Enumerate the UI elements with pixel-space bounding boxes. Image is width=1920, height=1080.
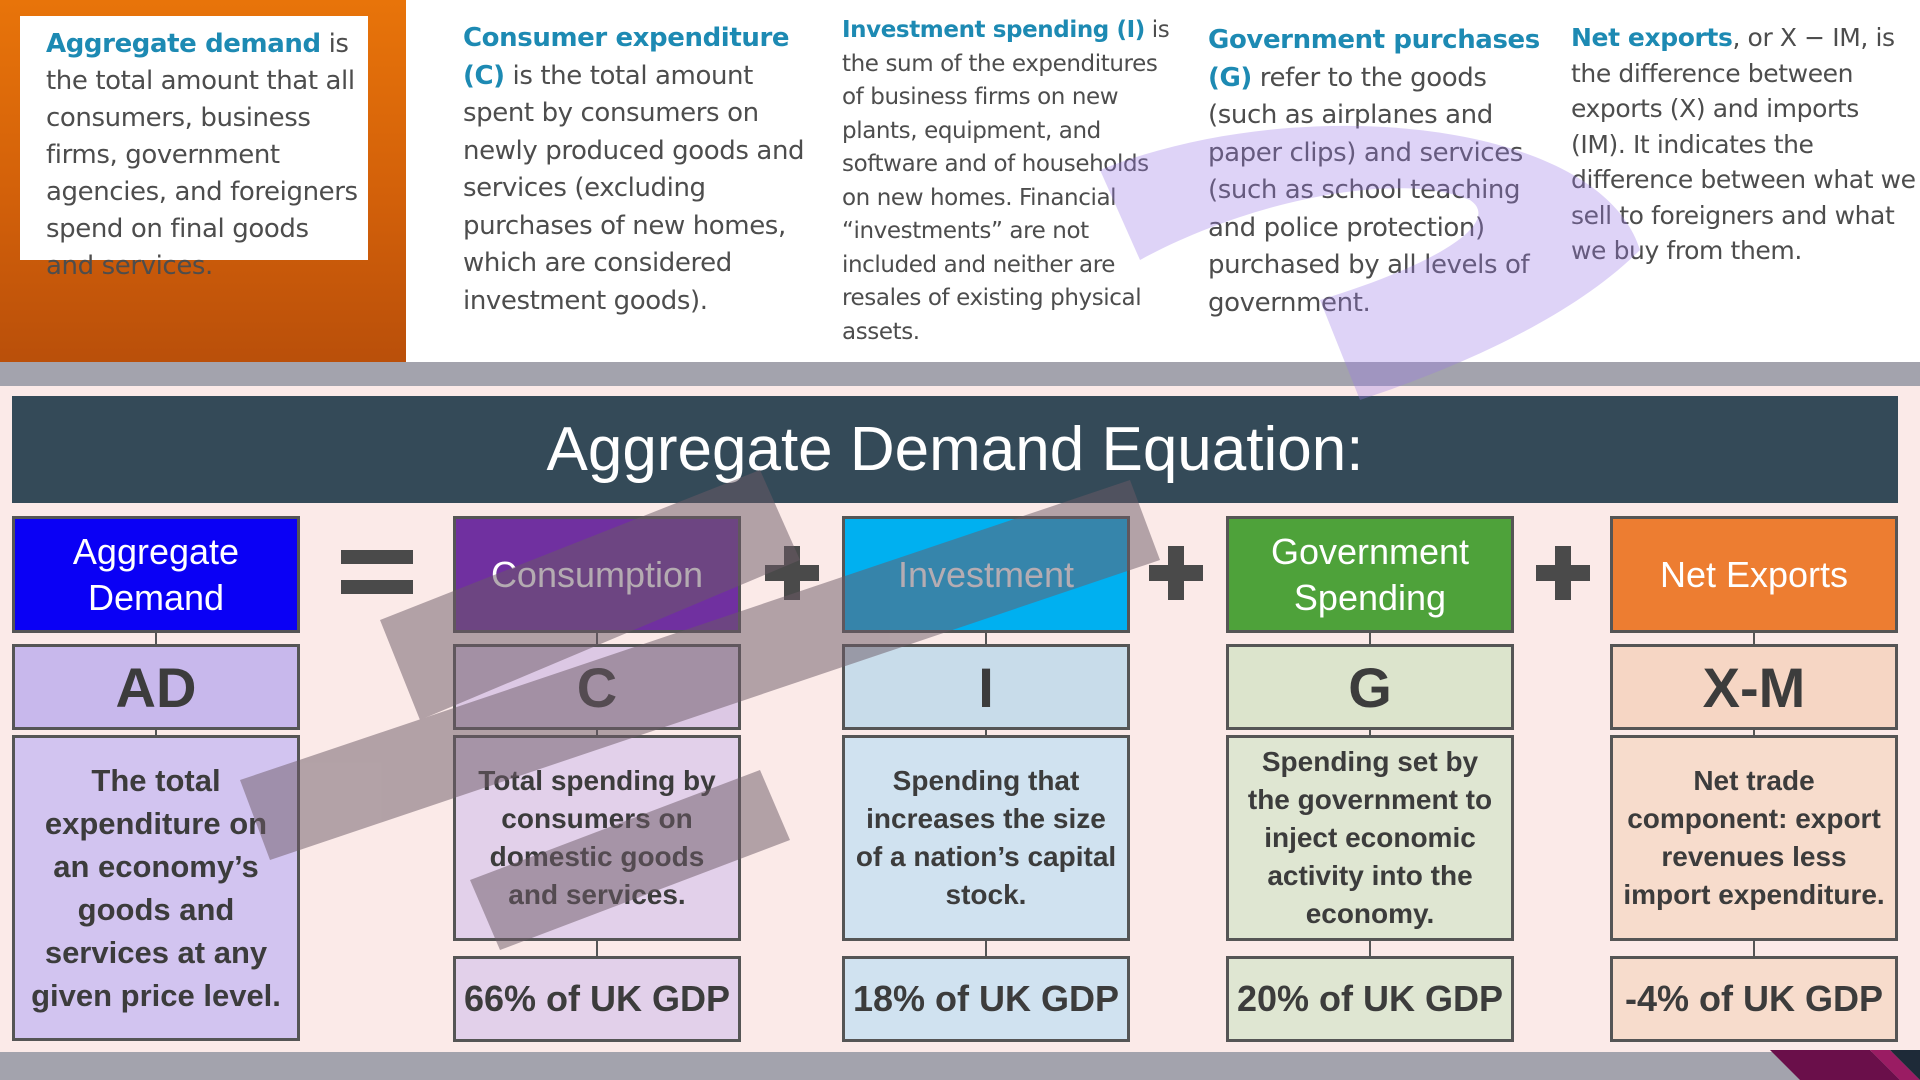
definitions-strip: Aggregate demand is the total amount tha… [0,0,1920,365]
definition-text: , or X − IM, is the difference between e… [1571,23,1916,265]
footer-band [0,1052,1920,1080]
corner-decoration-icon [1770,1050,1920,1080]
net-exports-definition: Net exports, or X − IM, is the differenc… [1571,20,1916,269]
component-description: The total expenditure on an economy’s go… [12,735,300,1041]
plus-sign-icon [1136,522,1216,622]
component-heading: Net Exports [1610,516,1898,633]
aggregate-demand-definition-card: Aggregate demand is the total amount tha… [20,16,368,281]
definition-term: Government purchases (G) [1208,25,1540,93]
component-abbreviation: AD [12,644,300,730]
gdp-share: 66% of UK GDP [453,956,741,1042]
orange-panel: Aggregate demand is the total amount tha… [0,0,406,365]
component-heading: Consumption [453,516,741,633]
definition-term: Investment spending (I) [842,17,1145,43]
gdp-share: 20% of UK GDP [1226,956,1514,1042]
component-abbreviation: X-M [1610,644,1898,730]
consumer-expenditure-definition: Consumer expenditure (C) is the total am… [463,20,823,320]
definition-text: is the total amount that all consumers, … [46,29,358,281]
component-abbreviation: I [842,644,1130,730]
divider-band [0,362,1920,386]
plus-sign-icon [752,522,832,622]
definition-term: Consumer expenditure (C) [463,23,790,91]
government-purchases-definition: Government purchases (G) refer to the go… [1208,22,1558,322]
component-heading: Aggregate Demand [12,516,300,633]
component-heading: Investment [842,516,1130,633]
definition-term: Net exports [1571,23,1733,52]
component-description: Spending that increases the size of a na… [842,735,1130,941]
component-description: Total spending by consumers on domestic … [453,735,741,941]
component-heading: Government Spending [1226,516,1514,633]
component-abbreviation: C [453,644,741,730]
definition-text: refer to the goods (such as airplanes an… [1208,62,1530,318]
equals-sign-icon [337,522,417,622]
gdp-share: -4% of UK GDP [1610,956,1898,1042]
definition-text: is the sum of the expenditures of busine… [842,17,1170,345]
investment-spending-definition: Investment spending (I) is the sum of th… [842,14,1172,349]
component-abbreviation: G [1226,644,1514,730]
component-description: Net trade component: export revenues les… [1610,735,1898,941]
component-description: Spending set by the government to inject… [1226,735,1514,941]
definition-text: is the total amount spent by consumers o… [463,60,805,316]
aggregate-demand-definition: Aggregate demand is the total amount tha… [46,26,360,285]
equation-title: Aggregate Demand Equation: [12,396,1898,503]
definition-term: Aggregate demand [46,29,321,59]
plus-sign-icon [1523,522,1603,622]
gdp-share: 18% of UK GDP [842,956,1130,1042]
